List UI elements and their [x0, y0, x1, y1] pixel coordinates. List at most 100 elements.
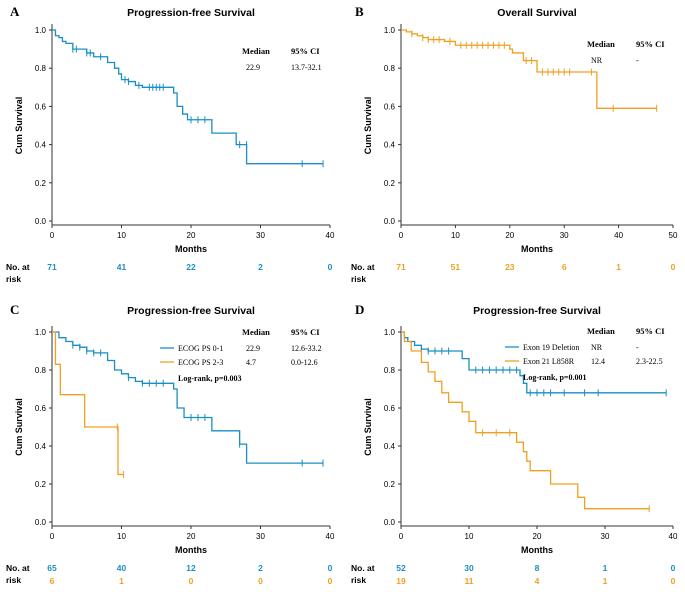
- stat-ci: 12.6-33.2: [291, 344, 322, 353]
- y-tick-label: 0.0: [384, 518, 396, 527]
- x-tick-label: 40: [326, 532, 335, 541]
- y-tick-label: 0.4: [384, 442, 396, 451]
- logrank-text: Log-rank, p=0.001: [523, 373, 586, 382]
- y-axis-label: Cum Survival: [14, 97, 24, 155]
- panel-d: D Progression-free Survival 0.0 0.2 0.4 0.6 0.…: [351, 302, 678, 586]
- y-tick-label: 0.8: [35, 366, 47, 375]
- x-tick-label: 30: [256, 231, 265, 240]
- y-axis-label: Cum Survival: [363, 398, 373, 456]
- x-tick-label: 40: [326, 231, 335, 240]
- chart-title: Progression-free Survival: [127, 305, 255, 317]
- stat-median: NR: [591, 343, 603, 352]
- stats-header-ci: 95% CI: [291, 46, 320, 56]
- chart-title: Progression-free Survival: [127, 7, 255, 19]
- risk-count: 71: [47, 262, 57, 272]
- x-axis-label: Months: [175, 545, 207, 555]
- risk-label: No. at: [6, 563, 30, 573]
- y-axis-label: Cum Survival: [14, 398, 24, 456]
- stat-ci: 13.7-32.1: [291, 63, 322, 72]
- panel-letter: C: [10, 302, 19, 317]
- chart-title: Overall Survival: [497, 7, 576, 19]
- risk-label: No. at: [351, 262, 375, 272]
- risk-count: 12: [186, 563, 196, 573]
- x-tick-label: 10: [117, 231, 126, 240]
- risk-label: risk: [351, 575, 366, 585]
- stat-median: 22.9: [246, 63, 260, 72]
- stat-ci: -: [636, 343, 639, 352]
- panel-letter: B: [355, 4, 364, 19]
- x-axis-label: Months: [175, 244, 207, 254]
- x-tick-label: 20: [505, 231, 514, 240]
- panel-letter: D: [355, 302, 364, 317]
- x-tick-label: 40: [669, 532, 678, 541]
- x-tick-label: 40: [614, 231, 623, 240]
- y-tick-label: 0.2: [384, 179, 396, 188]
- x-tick-label: 0: [399, 231, 404, 240]
- stat-median: 22.9: [246, 344, 260, 353]
- risk-count: 4: [535, 576, 540, 586]
- km-curve-1: [52, 29, 324, 165]
- risk-count: 23: [505, 262, 515, 272]
- km-curve-2: [52, 331, 124, 476]
- y-tick-label: 0.6: [35, 404, 47, 413]
- x-tick-label: 50: [669, 231, 678, 240]
- risk-count: 0: [189, 576, 194, 586]
- stats-header-median: Median: [587, 39, 615, 49]
- stats-header-median: Median: [242, 46, 270, 56]
- risk-count: 6: [50, 576, 55, 586]
- legend-label-1: ECOG PS 0-1: [178, 344, 223, 353]
- x-tick-label: 30: [601, 532, 610, 541]
- risk-count: 11: [465, 576, 474, 586]
- y-tick-label: 0.8: [35, 64, 47, 73]
- km-curve-2: [401, 331, 650, 510]
- stat-ci: 2.3-22.5: [636, 357, 663, 366]
- logrank-text: Log-rank, p=0.003: [178, 374, 241, 383]
- x-tick-label: 20: [187, 231, 196, 240]
- x-tick-label: 10: [117, 532, 126, 541]
- chart-title: Progression-free Survival: [473, 305, 601, 317]
- stat-ci: 0.0-12.6: [291, 358, 318, 367]
- risk-label: risk: [6, 274, 21, 284]
- risk-count: 0: [328, 262, 333, 272]
- y-tick-label: 1.0: [384, 26, 396, 35]
- legend-label-2: ECOG PS 2-3: [178, 358, 223, 367]
- stats-header-ci: 95% CI: [636, 39, 665, 49]
- y-tick-label: 1.0: [35, 26, 47, 35]
- risk-count: 0: [328, 576, 333, 586]
- stat-median: 4.7: [246, 358, 256, 367]
- risk-count: 1: [119, 576, 124, 586]
- stats-header-ci: 95% CI: [636, 326, 665, 336]
- risk-count: 0: [671, 262, 676, 272]
- x-tick-label: 20: [533, 532, 542, 541]
- y-tick-label: 1.0: [35, 328, 47, 337]
- y-tick-label: 0.6: [384, 404, 396, 413]
- x-tick-label: 0: [50, 231, 55, 240]
- stats-header-median: Median: [242, 327, 270, 337]
- y-tick-label: 0.0: [35, 217, 47, 226]
- y-tick-label: 0.0: [35, 518, 47, 527]
- y-tick-label: 0.6: [35, 102, 47, 111]
- risk-count: 51: [451, 262, 461, 272]
- panel-a: A Progression-free Survival 0.0 0.2 0.4 0.6 0.…: [6, 4, 335, 284]
- x-tick-label: 10: [465, 532, 474, 541]
- panel-letter: A: [10, 4, 20, 19]
- risk-count: 0: [671, 576, 676, 586]
- y-tick-label: 0.4: [384, 141, 396, 150]
- legend-label-1: Exon 19 Deletion: [523, 343, 579, 352]
- y-tick-label: 0.8: [384, 64, 396, 73]
- x-tick-label: 0: [399, 532, 404, 541]
- y-tick-label: 0.0: [384, 217, 396, 226]
- risk-count: 8: [535, 563, 540, 573]
- risk-count: 1: [603, 576, 608, 586]
- risk-label: risk: [351, 274, 366, 284]
- y-tick-label: 0.8: [384, 366, 396, 375]
- risk-count: 6: [562, 262, 567, 272]
- x-axis-label: Months: [521, 545, 553, 555]
- risk-label: No. at: [6, 262, 30, 272]
- y-tick-label: 0.2: [35, 480, 47, 489]
- risk-count: 1: [603, 563, 608, 573]
- risk-label: risk: [6, 575, 21, 585]
- risk-count: 0: [671, 563, 676, 573]
